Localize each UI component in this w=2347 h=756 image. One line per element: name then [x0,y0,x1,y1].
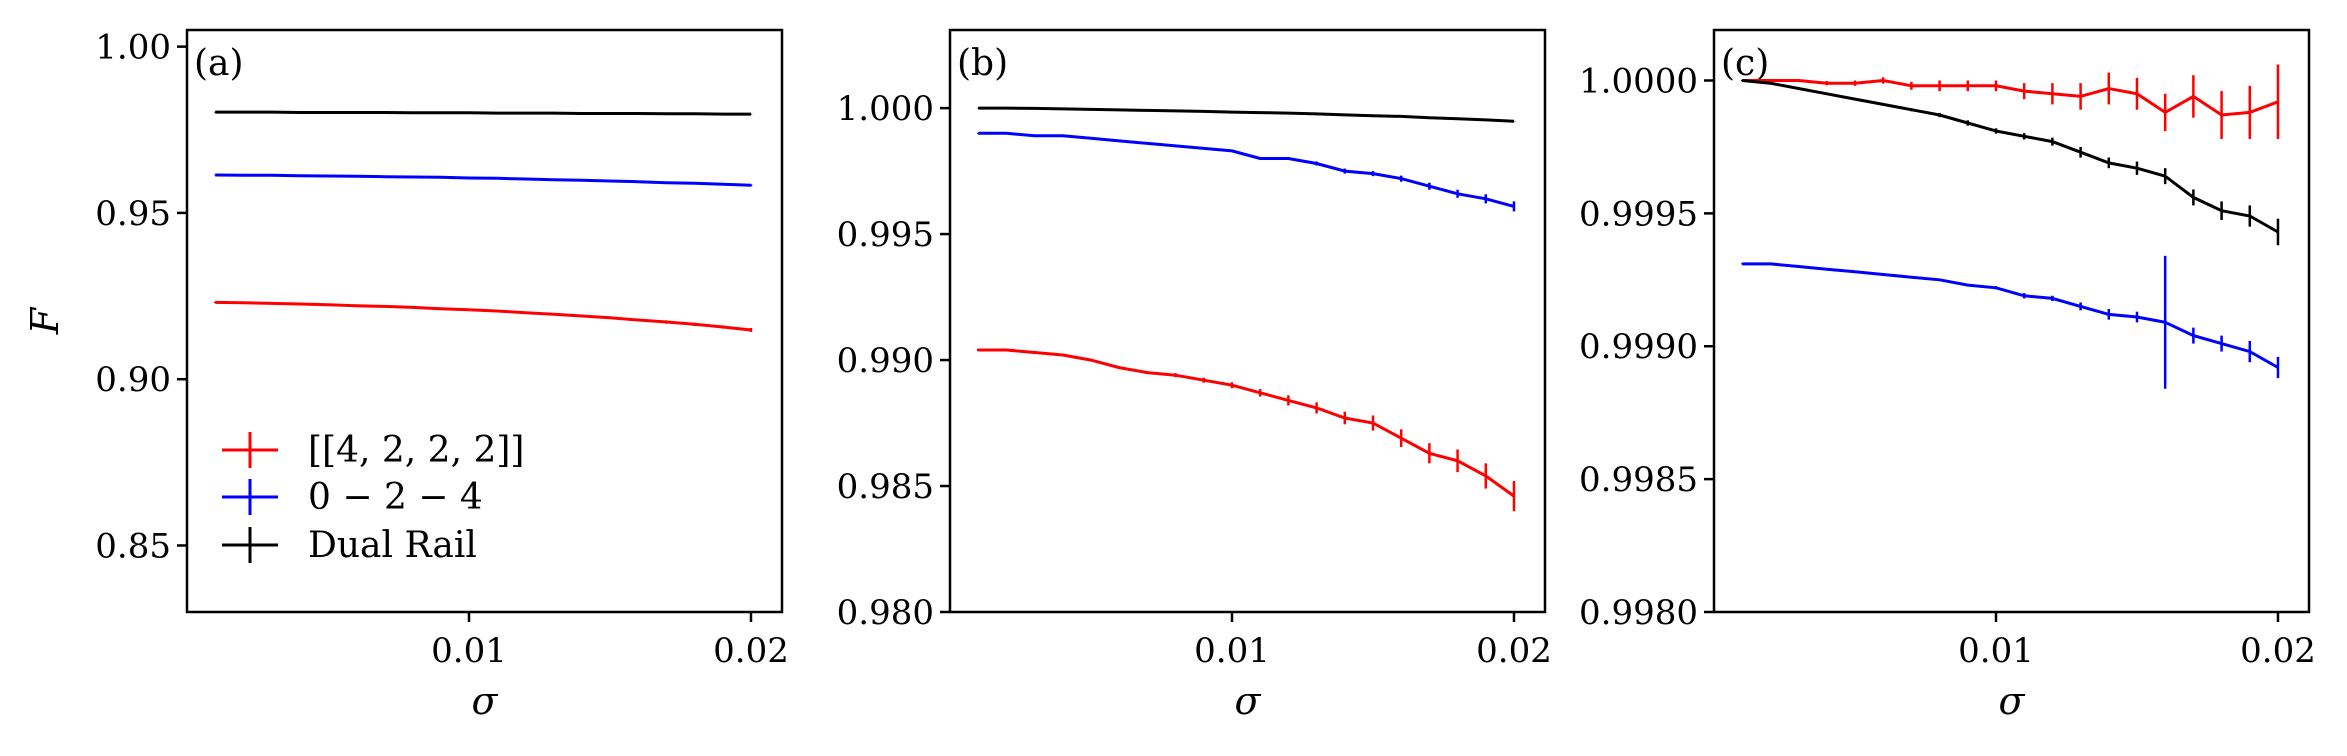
y-tick-label: 1.00 [95,28,171,68]
panel-label: (b) [957,43,1008,84]
x-axis-label: σ [1999,679,2026,723]
x-tick-label: 0.02 [2240,631,2316,671]
y-tick-label: 0.9990 [1579,327,1698,367]
series-line [1742,79,2279,234]
series-2 [213,173,753,187]
y-tick-label: 1.000 [837,89,934,129]
x-tick-label: 0.01 [1194,631,1270,671]
y-tick-label: 0.9980 [1579,593,1698,633]
y-tick-label: 0.995 [837,215,934,255]
series-1 [976,348,1516,512]
series-2 [976,131,1516,212]
plot-frame [948,28,1547,614]
y-tick-label: 0.9985 [1579,460,1698,500]
legend: [[4, 2, 2, 2]] 0 − 2 − 4 Dual Rail [222,430,524,566]
legend-label-024: 0 − 2 − 4 [308,477,483,518]
series-line [215,173,752,187]
series-3 [213,110,753,116]
y-axis-label: F [23,306,67,335]
x-axis-label: σ [1235,679,1262,723]
y-tick-label: 0.90 [95,360,171,400]
series-line [1742,262,2279,369]
x-axis-label: σ [472,679,499,723]
series-line [215,300,752,332]
series-line [978,106,1515,123]
y-tick-label: 0.95 [95,194,171,234]
panel-b: (b) σ 0.01 0.02 0.980 0.985 0.990 0.995 1.000 [837,28,1552,723]
plot-frame [1712,28,2311,614]
y-tick-label: 0.985 [837,467,934,507]
series-2 [1740,255,2280,389]
x-tick-label: 0.02 [1476,631,1552,671]
y-tick-label: 0.9995 [1579,194,1698,234]
series-line [215,110,751,116]
y-tick-label: 0.85 [95,526,171,566]
x-tick-label: 0.01 [1958,631,2034,671]
series-line [978,131,1515,208]
series-3 [1740,79,2280,246]
series-line [978,348,1515,498]
series-line [1742,78,2279,117]
panel-label: (a) [194,43,244,84]
series-1 [1740,64,2280,139]
y-tick-label: 0.980 [837,593,934,633]
series-3 [976,106,1516,123]
x-tick-label: 0.01 [431,631,507,671]
legend-label-dual-rail: Dual Rail [308,525,477,566]
x-tick-label: 0.02 [713,631,789,671]
series-1 [213,300,753,332]
panel-a: (a) σ F [[4, 2, 2, 2]] 0 − 2 − 4 Dual Ra… [23,28,789,723]
plot-frame [185,28,784,614]
panel-c: (c) σ 0.01 0.02 0.9980 0.9985 0.9990 0.9995 1.… [1579,28,2316,723]
panel-label: (c) [1721,43,1769,84]
y-tick-label: 1.0000 [1579,61,1698,101]
y-tick-label: 0.990 [837,341,934,381]
legend-label-4222: [[4, 2, 2, 2]] [308,430,524,471]
